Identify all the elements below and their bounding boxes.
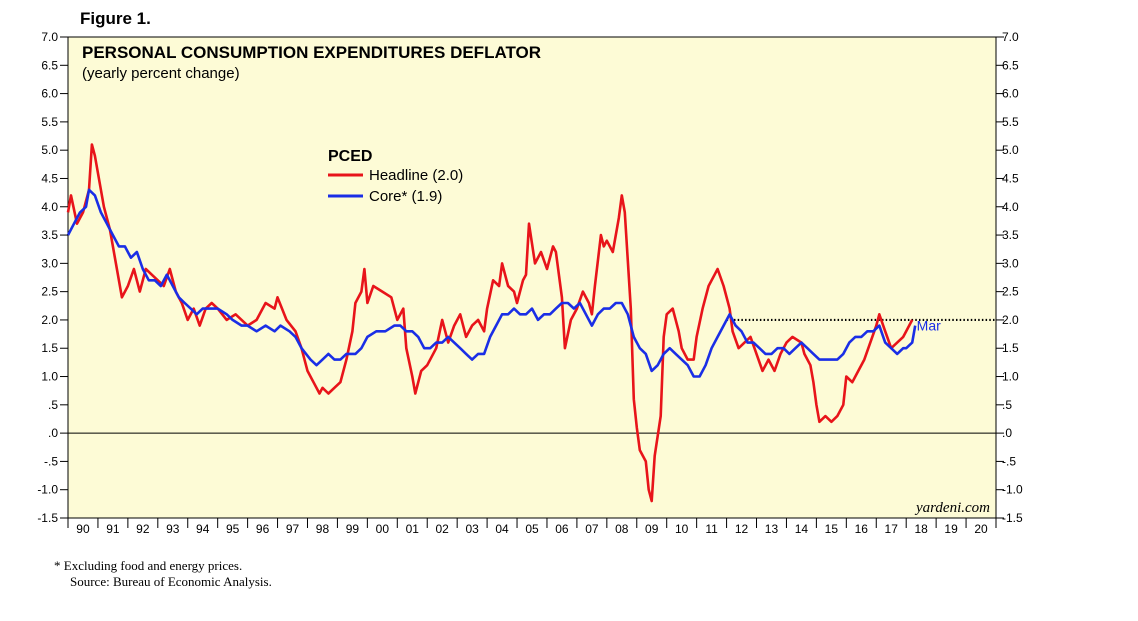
y-tick-label-right: -1.5 <box>1002 511 1023 525</box>
x-tick-label: 16 <box>855 522 869 536</box>
x-tick-label: 96 <box>256 522 270 536</box>
x-tick-label: 92 <box>136 522 150 536</box>
x-tick-label: 05 <box>525 522 539 536</box>
y-tick-label-right: 5.0 <box>1002 143 1019 157</box>
annotation-mar: Mar <box>917 318 941 334</box>
x-tick-label: 18 <box>914 522 928 536</box>
y-tick-label-right: 6.5 <box>1002 58 1019 72</box>
x-tick-label: 15 <box>825 522 839 536</box>
y-tick-label-right: 3.5 <box>1002 228 1019 242</box>
y-tick-label-right: 6.0 <box>1002 87 1019 101</box>
x-tick-label: 11 <box>705 522 718 536</box>
y-tick-label-left: 6.5 <box>41 58 58 72</box>
y-tick-label-right: 1.5 <box>1002 341 1019 355</box>
y-tick-label-left: 4.5 <box>41 171 58 185</box>
chart-subtitle: (yearly percent change) <box>82 65 240 82</box>
legend-label-headline: Headline (2.0) <box>369 167 463 184</box>
x-tick-label: 06 <box>555 522 569 536</box>
figure-label: Figure 1. <box>80 9 151 28</box>
plot-area <box>67 36 997 519</box>
x-tick-label: 19 <box>944 522 958 536</box>
x-tick-label: 03 <box>465 522 479 536</box>
x-tick-label: 94 <box>196 522 210 536</box>
y-tick-label-left: -1.0 <box>37 483 58 497</box>
x-tick-label: 20 <box>974 522 988 536</box>
y-tick-label-right: 4.0 <box>1002 200 1019 214</box>
y-tick-label-left: 5.0 <box>41 143 58 157</box>
y-tick-label-left: 7.0 <box>41 30 58 44</box>
chart-title: PERSONAL CONSUMPTION EXPENDITURES DEFLAT… <box>82 43 541 62</box>
legend-label-core: Core* (1.9) <box>369 188 442 205</box>
x-tick-label: 90 <box>76 522 90 536</box>
y-tick-label-left: -.5 <box>44 454 58 468</box>
y-tick-label-left: 1.5 <box>41 341 58 355</box>
y-tick-label-left: 3.5 <box>41 228 58 242</box>
y-tick-label-left: 6.0 <box>41 87 58 101</box>
y-tick-label-right: 5.5 <box>1002 115 1019 129</box>
x-tick-label: 09 <box>645 522 659 536</box>
x-tick-label: 00 <box>376 522 390 536</box>
y-tick-label-right: 1.0 <box>1002 370 1019 384</box>
x-tick-label: 12 <box>735 522 749 536</box>
y-tick-label-right: .0 <box>1002 426 1012 440</box>
y-tick-label-left: 4.0 <box>41 200 58 214</box>
y-tick-label-left: -1.5 <box>37 511 58 525</box>
x-tick-label: 04 <box>495 522 509 536</box>
x-tick-label: 93 <box>166 522 180 536</box>
y-tick-label-left: 5.5 <box>41 115 58 129</box>
x-tick-label: 95 <box>226 522 240 536</box>
y-tick-label-left: 2.0 <box>41 313 58 327</box>
x-tick-label: 02 <box>436 522 450 536</box>
y-tick-label-left: 1.0 <box>41 370 58 384</box>
series-line-core <box>66 188 917 378</box>
x-tick-label: 98 <box>316 522 330 536</box>
watermark: yardeni.com <box>914 500 990 516</box>
y-tick-label-right: 2.0 <box>1002 313 1019 327</box>
y-tick-label-right: 7.0 <box>1002 30 1019 44</box>
y-tick-label-left: 2.5 <box>41 285 58 299</box>
x-tick-label: 07 <box>585 522 599 536</box>
legend-title: PCED <box>328 148 372 165</box>
y-tick-label-left: 3.0 <box>41 256 58 270</box>
y-tick-label-right: 2.5 <box>1002 285 1019 299</box>
x-tick-label: 97 <box>286 522 300 536</box>
y-tick-label-right: -1.0 <box>1002 483 1023 497</box>
x-tick-label: 13 <box>765 522 779 536</box>
x-tick-label: 08 <box>615 522 629 536</box>
x-tick-label: 01 <box>406 522 420 536</box>
y-tick-label-right: 4.5 <box>1002 171 1019 185</box>
y-tick-label-left: .0 <box>48 426 58 440</box>
y-tick-label-right: -.5 <box>1002 454 1016 468</box>
x-tick-label: 10 <box>675 522 689 536</box>
series-line-headline <box>66 143 914 503</box>
x-tick-label: 14 <box>795 522 809 536</box>
footnote-source: Source: Bureau of Economic Analysis. <box>70 574 272 589</box>
x-tick-label: 91 <box>106 522 120 536</box>
x-tick-label: 17 <box>885 522 899 536</box>
legend: PCED Headline (2.0) Core* (1.9) <box>328 148 463 205</box>
y-tick-label-right: 3.0 <box>1002 256 1019 270</box>
y-tick-label-right: .5 <box>1002 398 1012 412</box>
footnote-core-definition: * Excluding food and energy prices. <box>54 558 243 573</box>
y-tick-label-left: .5 <box>48 398 58 412</box>
x-tick-label: 99 <box>346 522 360 536</box>
